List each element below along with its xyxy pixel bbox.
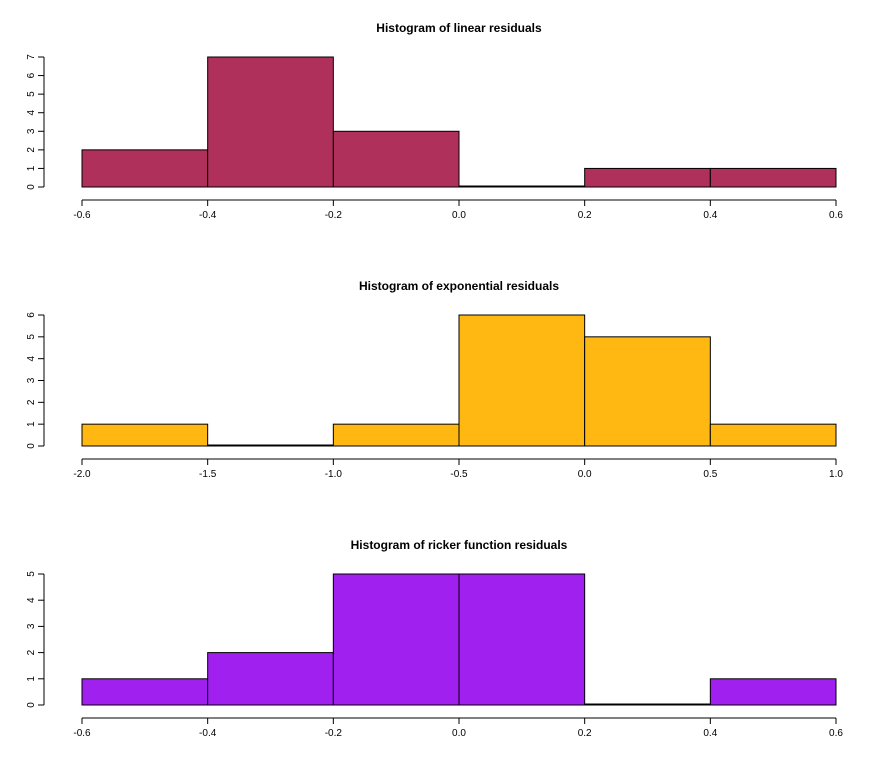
x-tick-label: -0.5 (450, 469, 468, 480)
histogram-bar (81, 149, 209, 188)
x-tick-label: -0.6 (73, 210, 91, 221)
x-tick-label: -0.4 (199, 210, 217, 221)
x-tick-label: 0.6 (829, 210, 843, 221)
histogram-bar (207, 56, 334, 188)
y-tick-label: 6 (26, 72, 37, 78)
x-tick-label: -1.0 (325, 469, 343, 480)
x-tick-label: 0.6 (829, 728, 843, 739)
y-tick-label: 4 (26, 597, 37, 603)
y-tick-label: 4 (26, 355, 37, 361)
x-tick-label: 0.0 (578, 469, 592, 480)
x-tick-label: 0.2 (578, 210, 592, 221)
histogram-bar (332, 130, 460, 188)
histogram-bar (81, 678, 209, 706)
y-tick-label: 6 (26, 312, 37, 318)
y-tick-label: 0 (26, 443, 37, 449)
x-tick-label: -0.6 (73, 728, 91, 739)
y-tick-label: 4 (26, 109, 37, 115)
histogram-bar (709, 678, 837, 706)
histogram-bar (81, 423, 209, 447)
histogram-bar (709, 167, 837, 188)
y-tick-label: 3 (26, 128, 37, 134)
chart-title: Histogram of linear residuals (376, 21, 542, 35)
histogram-bar (709, 423, 837, 447)
histogram-bar (458, 573, 586, 706)
y-tick-label: 0 (26, 184, 37, 190)
histogram-panel-2: Histogram of exponential residuals -2.0 -1… (26, 279, 843, 480)
histogram-bar (458, 185, 586, 188)
y-tick-label: 0 (26, 702, 37, 708)
x-tick-label: 0.0 (452, 210, 466, 221)
histogram-bar (207, 444, 334, 447)
histogram-bar (332, 573, 460, 706)
y-tick-label: 1 (26, 165, 37, 171)
histogram-bar (584, 703, 711, 706)
x-tick-label: -2.0 (73, 469, 91, 480)
y-tick-label: 5 (26, 334, 37, 340)
y-tick-label: 2 (26, 649, 37, 655)
y-tick-label: 2 (26, 399, 37, 405)
x-tick-label: -0.2 (325, 210, 343, 221)
histogram-bar (207, 652, 334, 706)
x-tick-label: -1.5 (199, 469, 217, 480)
x-tick-label: 0.4 (703, 210, 717, 221)
x-tick-label: 0.5 (703, 469, 717, 480)
histogram-panel-1: Histogram of linear residuals -0.6 -0.4 -0.… (26, 21, 843, 221)
x-tick-label: 0.2 (578, 728, 592, 739)
y-tick-label: 1 (26, 421, 37, 427)
histogram-bar (584, 336, 711, 447)
x-tick-label: 1.0 (829, 469, 843, 480)
x-tick-label: 0.4 (703, 728, 717, 739)
y-tick-label: 5 (26, 571, 37, 577)
y-tick-label: 3 (26, 623, 37, 629)
histogram-panel-3: Histogram of ricker function residuals -0… (26, 538, 843, 739)
x-tick-label: -0.2 (325, 728, 343, 739)
y-tick-label: 3 (26, 377, 37, 383)
y-tick-label: 2 (26, 147, 37, 153)
y-tick-label: 7 (26, 54, 37, 60)
histogram-bar (584, 167, 711, 188)
chart-title: Histogram of exponential residuals (359, 279, 559, 293)
y-tick-label: 5 (26, 91, 37, 97)
histogram-bar (458, 314, 586, 447)
y-tick-label: 1 (26, 676, 37, 682)
x-tick-label: -0.4 (199, 728, 217, 739)
chart-title: Histogram of ricker function residuals (351, 538, 568, 552)
histogram-bar (332, 423, 460, 447)
x-tick-label: 0.0 (452, 728, 466, 739)
